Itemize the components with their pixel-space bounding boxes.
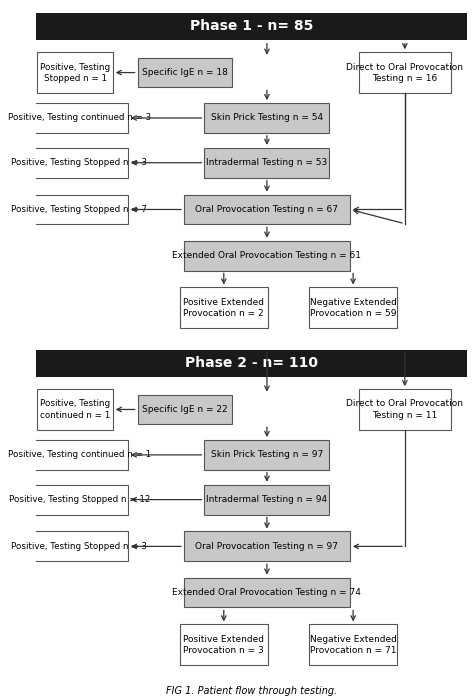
Text: Positive Extended
Provocation n = 2: Positive Extended Provocation n = 2 (183, 298, 264, 318)
FancyBboxPatch shape (180, 287, 268, 328)
Text: Negative Extended
Provocation n = 71: Negative Extended Provocation n = 71 (310, 635, 397, 655)
FancyBboxPatch shape (358, 389, 451, 430)
Text: Skin Prick Testing n = 54: Skin Prick Testing n = 54 (211, 113, 323, 122)
Text: Positive, Testing continued n = 3: Positive, Testing continued n = 3 (8, 113, 151, 122)
FancyBboxPatch shape (309, 624, 397, 665)
Text: Skin Prick Testing n = 97: Skin Prick Testing n = 97 (211, 450, 323, 459)
Text: Negative Extended
Provocation n = 59: Negative Extended Provocation n = 59 (310, 298, 397, 318)
FancyBboxPatch shape (358, 52, 451, 93)
FancyBboxPatch shape (204, 103, 329, 133)
FancyBboxPatch shape (309, 287, 397, 328)
FancyBboxPatch shape (184, 532, 350, 561)
Text: Positive, Testing Stopped n = 7: Positive, Testing Stopped n = 7 (11, 205, 147, 214)
Text: Positive, Testing
continued n = 1: Positive, Testing continued n = 1 (40, 400, 110, 420)
Text: Specific IgE n = 18: Specific IgE n = 18 (142, 68, 228, 77)
Text: Specific IgE n = 22: Specific IgE n = 22 (142, 405, 228, 414)
Text: Intradermal Testing n = 53: Intradermal Testing n = 53 (206, 158, 328, 167)
Text: Positive, Testing Stopped n = 3: Positive, Testing Stopped n = 3 (11, 542, 147, 551)
FancyBboxPatch shape (184, 241, 350, 271)
Text: Positive, Testing continued n = 1: Positive, Testing continued n = 1 (8, 450, 151, 459)
FancyBboxPatch shape (31, 103, 128, 133)
FancyBboxPatch shape (31, 532, 128, 561)
FancyBboxPatch shape (37, 389, 113, 430)
Text: Positive, Testing
Stopped n = 1: Positive, Testing Stopped n = 1 (40, 63, 110, 83)
FancyBboxPatch shape (204, 484, 329, 514)
FancyBboxPatch shape (180, 624, 268, 665)
FancyBboxPatch shape (204, 440, 329, 470)
Text: Oral Provocation Testing n = 97: Oral Provocation Testing n = 97 (195, 542, 338, 551)
Text: Positive, Testing Stopped n = 3: Positive, Testing Stopped n = 3 (11, 158, 147, 167)
Text: Phase 1 - n= 85: Phase 1 - n= 85 (190, 19, 313, 33)
Text: Positive, Testing Stopped n = 12: Positive, Testing Stopped n = 12 (9, 495, 150, 504)
FancyBboxPatch shape (31, 440, 128, 470)
FancyBboxPatch shape (31, 484, 128, 514)
Text: Direct to Oral Provocation
Testing n = 11: Direct to Oral Provocation Testing n = 1… (346, 400, 464, 420)
FancyBboxPatch shape (31, 148, 128, 177)
FancyBboxPatch shape (184, 578, 350, 608)
Text: FIG 1. Patient flow through testing.: FIG 1. Patient flow through testing. (166, 686, 337, 696)
Text: Positive Extended
Provocation n = 3: Positive Extended Provocation n = 3 (183, 635, 264, 655)
FancyBboxPatch shape (36, 350, 467, 377)
FancyBboxPatch shape (36, 13, 467, 40)
Text: Direct to Oral Provocation
Testing n = 16: Direct to Oral Provocation Testing n = 1… (346, 63, 464, 83)
Text: Extended Oral Provocation Testing n = 74: Extended Oral Provocation Testing n = 74 (173, 588, 361, 597)
FancyBboxPatch shape (184, 195, 350, 224)
Text: Oral Provocation Testing n = 67: Oral Provocation Testing n = 67 (195, 205, 338, 214)
FancyBboxPatch shape (37, 52, 113, 93)
FancyBboxPatch shape (31, 195, 128, 224)
FancyBboxPatch shape (204, 148, 329, 177)
Text: Extended Oral Provocation Testing n = 61: Extended Oral Provocation Testing n = 61 (173, 251, 361, 260)
FancyBboxPatch shape (137, 58, 232, 88)
Text: Intradermal Testing n = 94: Intradermal Testing n = 94 (206, 495, 328, 504)
FancyBboxPatch shape (137, 395, 232, 425)
Text: Phase 2 - n= 110: Phase 2 - n= 110 (185, 356, 319, 370)
